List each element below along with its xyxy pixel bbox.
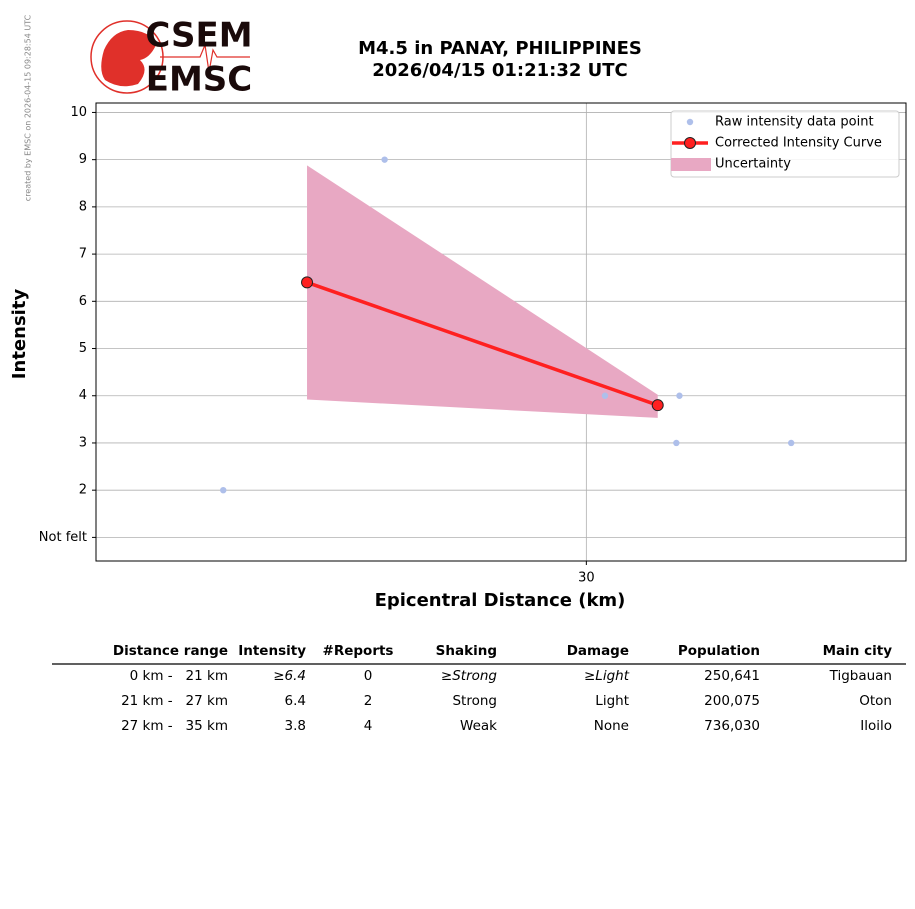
table-cell: 4 [364, 718, 373, 734]
y-tick-label: 3 [79, 435, 87, 450]
logo: CSEM EMSC [90, 16, 253, 100]
table: Distance range Intensity #Reports Shaking Da… [52, 643, 906, 734]
x-axis-label: Epicentral Distance (km) [375, 590, 626, 611]
chart-subtitle: 2026/04/15 01:21:32 UTC [372, 60, 628, 81]
table-cell: Weak [460, 718, 497, 734]
table-header: Distance range [113, 643, 228, 659]
y-tick-label: 7 [79, 247, 87, 262]
table-cell: None [594, 718, 629, 734]
table-cell: 0 [364, 668, 373, 684]
raw-point [381, 156, 388, 163]
legend-label: Corrected Intensity Curve [715, 136, 882, 151]
y-tick-label: 8 [79, 199, 87, 214]
y-tick-label: 6 [79, 294, 87, 309]
table-header: Intensity [238, 643, 306, 659]
table-cell: 6.4 [285, 693, 306, 709]
legend-box [670, 110, 900, 178]
table-cell: ≥Strong [441, 668, 498, 684]
y-tick-label: 10 [70, 105, 87, 120]
legend-label: Raw intensity data point [715, 115, 874, 130]
table-header: Main city [823, 643, 893, 659]
table-cell: 2 [364, 693, 373, 709]
plot-frame [95, 102, 907, 562]
legend-label: Uncertainty [715, 157, 791, 172]
y-axis-label: Intensity [9, 289, 30, 380]
y-tick-label: 9 [79, 152, 87, 167]
y-tick-label: 2 [79, 483, 87, 498]
table-header: Damage [567, 643, 629, 659]
plot: Not felt 2 3 4 5 6 7 8 9 10 30 Raw intensity data p… [39, 102, 907, 586]
logo-bottom: EMSC [146, 60, 253, 100]
logo-top: CSEM [145, 16, 252, 56]
y-tick-label: 4 [79, 388, 87, 403]
intensity-curve [306, 280, 659, 407]
credit: created by EMSC on 2026-04-15 09:28:54 U… [24, 14, 33, 201]
table-header: Shaking [436, 643, 497, 659]
raw-point [676, 392, 683, 399]
logo-map [101, 30, 156, 87]
table-cell: Light [595, 693, 629, 709]
table-cell: 21 km - 27 km [121, 693, 228, 709]
table-cell: 200,075 [704, 693, 760, 709]
y-tick-label: 5 [79, 341, 87, 356]
table-cell: 3.8 [285, 718, 306, 734]
table-cell: 0 km - 21 km [130, 668, 228, 684]
table-cell: 27 km - 35 km [121, 718, 228, 734]
table-header: #Reports [323, 643, 394, 659]
table-cell: Tigbauan [829, 668, 892, 684]
table-cell: Iloilo [860, 718, 892, 734]
table-cell: ≥Light [584, 668, 630, 684]
table-cell: 250,641 [704, 668, 760, 684]
table-header: Population [678, 643, 760, 659]
x-tick-label: 30 [578, 571, 595, 586]
curve-marker [301, 276, 314, 289]
raw-point [787, 439, 795, 447]
uncertainty-band [307, 165, 658, 418]
raw-point [220, 486, 227, 494]
legend-swatch [671, 158, 711, 171]
table-cell: Oton [859, 693, 892, 709]
legend-swatch [684, 137, 696, 149]
logo-seismo [160, 42, 250, 73]
table-cell: Strong [452, 693, 497, 709]
curve-marker [651, 399, 664, 412]
legend-swatch [686, 118, 694, 126]
chart-title: M4.5 in PANAY, PHILIPPINES [358, 38, 642, 59]
table-cell: ≥6.4 [273, 668, 306, 684]
raw-point [601, 392, 609, 399]
table-cell: 736,030 [704, 718, 760, 734]
raw-point [673, 439, 680, 447]
y-tick-label: Not felt [39, 530, 87, 545]
